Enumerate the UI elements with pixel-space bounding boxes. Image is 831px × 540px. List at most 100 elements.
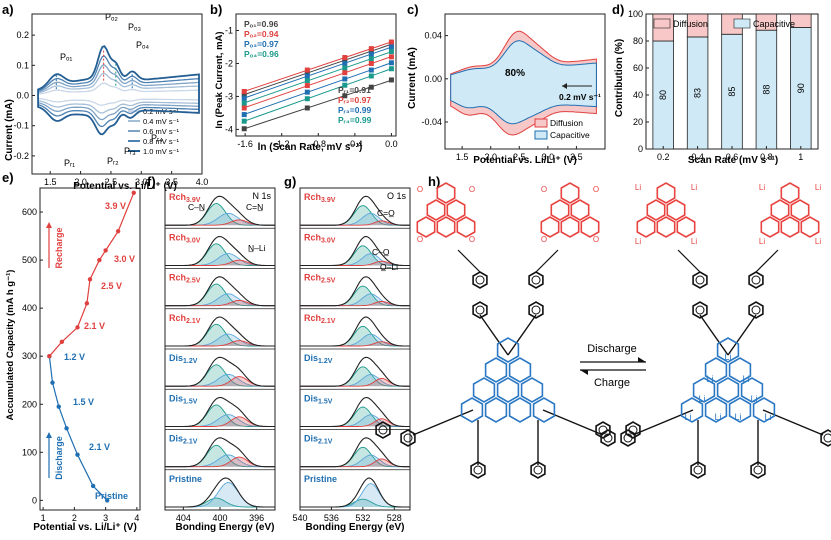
panel-b-frame (235, 13, 397, 137)
capacity-point (64, 426, 69, 431)
data-point (342, 93, 348, 99)
bar-value-label: 80 (658, 90, 668, 100)
panel-e-xtick-label: 4 (134, 513, 139, 523)
oxygen-label: O (541, 235, 547, 244)
core-ring (496, 377, 520, 403)
state-name: Dis (169, 353, 183, 363)
capacity-point (97, 257, 102, 263)
core-ring (520, 377, 544, 403)
pdi-ring (760, 216, 780, 238)
capacity-point (131, 190, 136, 196)
xps-o1s-state-label: Rch3.0V (304, 232, 336, 244)
li-label: Li (815, 183, 821, 192)
phenyl-ring-ring (531, 305, 541, 315)
xps-n1s-xtick-label: 400 (212, 513, 227, 523)
panel-b-xtick-label: -1.2 (274, 139, 290, 149)
core-ring (716, 337, 740, 363)
data-point (368, 48, 374, 54)
xps-o1s-state-label: Dis1.5V (304, 393, 333, 405)
phenyl-ring (595, 421, 611, 439)
legend-label: 0.8 mV s⁻¹ (143, 137, 180, 146)
xps-o1s-fit-component (300, 483, 410, 508)
panel-e-frame (39, 187, 141, 511)
state-sub: 2.1V (186, 318, 201, 325)
state-name: Rch (304, 273, 321, 283)
pdi-ring (656, 182, 676, 204)
panel-b-xtick-label: 0.0 (385, 139, 398, 149)
fit-line (244, 68, 392, 122)
state-name: Pristine (169, 474, 202, 484)
panel-c-letter: c) (407, 2, 419, 17)
pdi-ring (770, 199, 790, 221)
phenyl-ring-ring (531, 275, 541, 285)
data-point (388, 44, 394, 50)
panel-d-ytick-label: 40 (633, 90, 643, 100)
panel-a-xtick-label: 4.0 (196, 177, 209, 187)
panel-d-xtick-label: 0.6 (726, 152, 739, 162)
xps-n1s-xtick-label: 396 (249, 513, 264, 523)
phenyl-ring (400, 429, 416, 447)
data-point (368, 60, 374, 66)
state-sub: 2.1V (321, 318, 336, 325)
xps-o1s-state-label: Dis1.2V (304, 353, 333, 365)
capacity-point (115, 229, 121, 234)
panel-d: d) Contribution (%) Scan Rate (mV s⁻¹) 0… (612, 2, 819, 166)
pdi-ring (800, 216, 820, 238)
panel-d-ytick-label: 20 (633, 117, 643, 127)
capacity-point (75, 325, 80, 330)
panel-d-letter: d) (612, 2, 624, 17)
legend-swatch-capacitive (733, 18, 751, 29)
panel-c-ytick-label: 0.04 (424, 31, 442, 41)
xps-o1s-state-label: Pristine (304, 474, 337, 484)
arrow-charge-head (580, 370, 588, 375)
xps-n1s-state-label: Rch2.5V (169, 273, 201, 285)
phenyl-ring-ring (751, 305, 761, 315)
core-ring (508, 357, 532, 383)
state-sub: 3.9V (186, 197, 201, 204)
panel-e-ytick-label: 100 (22, 447, 37, 457)
xps-o1s-fit-component (300, 285, 410, 307)
state-name: Rch (304, 232, 321, 242)
pdi-ring (676, 216, 696, 238)
arrow-discharge-head (638, 357, 646, 362)
data-point (388, 66, 394, 72)
peak-label-r1: Pᵣ₁ (64, 158, 75, 168)
li-label: Li (759, 183, 765, 192)
oxygen-label: O (593, 235, 599, 244)
state-sub: 3.9V (321, 197, 336, 204)
peak-label-o2: Pₒ₂ (105, 12, 118, 22)
legend-label: 0.4 mV s⁻¹ (143, 117, 180, 126)
oxygen-label: O (541, 185, 547, 194)
data-point (304, 78, 310, 84)
diffusion-bar (755, 13, 778, 31)
legend-swatch-capacitive (534, 130, 548, 140)
panel-b-xlabel: ln (Scan Rate, mV s⁻¹) (258, 142, 363, 153)
panel-b: b) ln (Peak Current, mA) ln (Scan Rate, … (210, 2, 398, 153)
xps-n1s-state-label: Pristine (169, 474, 202, 484)
data-point (388, 54, 394, 60)
panel-c-ytick-label: 0.00 (424, 74, 442, 84)
pdi-ring (780, 182, 800, 204)
imine-bond (755, 249, 779, 273)
phenyl-ring (528, 271, 544, 289)
phenyl-ring (528, 301, 544, 319)
bond (699, 314, 729, 356)
li-label: Li (750, 394, 757, 404)
li-label: Li (764, 412, 771, 422)
xps-o1s-annotation: C–O̲ (372, 247, 390, 257)
capacity-point (90, 483, 96, 489)
oxygen-label: O (593, 185, 599, 194)
panel-e-xtick-label: 3 (103, 513, 108, 523)
xps-n1s-envelope (165, 316, 275, 347)
phenyl-ring-ring (695, 275, 705, 285)
xps-o1s-envelope (300, 276, 410, 307)
xps-n1s-state-label: Dis1.2V (169, 353, 198, 365)
state-name: Dis (304, 434, 318, 444)
slope-label-red: Pᵣ₄=0.99 (338, 115, 372, 125)
capacity-point (59, 339, 65, 344)
bond (479, 314, 509, 356)
panel-e-letter: e) (2, 170, 14, 185)
li-label: Li (706, 374, 713, 384)
diffusion-bar (686, 13, 709, 38)
